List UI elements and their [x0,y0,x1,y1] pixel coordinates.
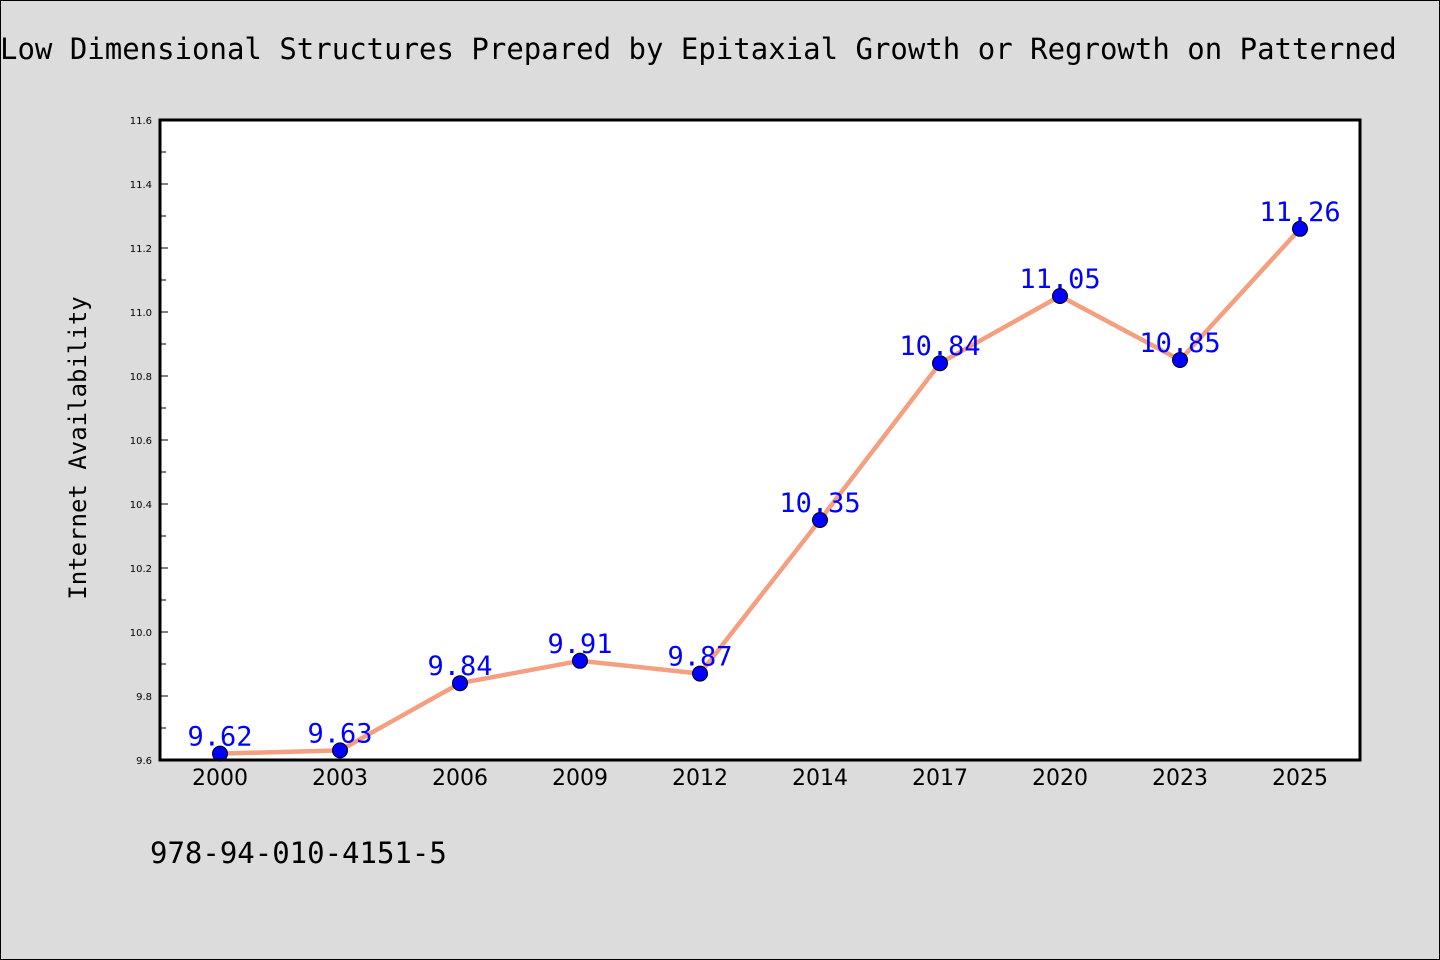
y-tick-label: 10.8 [130,372,152,383]
data-label: 9.87 [667,642,732,673]
data-point [572,652,588,669]
y-tick-label: 11.4 [130,180,152,191]
data-labels: 9.62 9.63 9.84 9.91 9.87 10.35 10.84 11.05 10.85… [187,197,1340,753]
x-tick-label: 2017 [912,766,968,791]
data-label: 9.63 [307,718,372,749]
y-tick-label: 10.0 [130,628,152,639]
y-axis-label: Internet Availability [64,296,92,599]
data-point [932,355,948,372]
data-label: 9.84 [427,651,492,682]
data-label: 10.84 [899,331,980,362]
isbn-text: 978-94-010-4151-5 [150,836,447,870]
y-tick-label: 9.8 [136,692,152,703]
data-point [332,742,348,759]
data-point [452,675,468,692]
data-point [812,512,828,528]
data-points [212,220,1308,762]
y-tick-label: 10.6 [130,436,152,447]
plot-area [160,120,1360,760]
x-tick-label: 2020 [1032,766,1088,791]
y-tick-label: 11.6 [130,116,152,127]
data-point [1172,352,1188,368]
data-label: 9.91 [547,629,612,660]
y-tick-label: 10.2 [130,564,152,575]
x-tick-label: 2012 [672,766,728,791]
x-tick-label: 2000 [192,766,248,791]
data-label: 9.62 [187,722,252,753]
x-tick-label: 2023 [1152,766,1208,791]
series-line [219,227,1302,756]
plot-border [158,118,1362,762]
x-tick-label: 2009 [552,766,608,791]
data-point [1052,288,1068,304]
data-label: 10.35 [779,488,860,519]
y-tick-label: 11.0 [130,308,152,319]
x-tick-label: 2006 [432,766,488,791]
y-tick-label: 10.4 [130,500,152,511]
x-axis: 2000 2003 2006 2009 2012 2014 2017 2020 2023 2025 [192,766,1328,791]
x-tick-label: 2003 [312,766,368,791]
x-tick-label: 2025 [1272,766,1328,791]
x-tick-label: 2014 [792,766,848,791]
data-label: 11.26 [1259,197,1340,228]
chart-title: Low Dimensional Structures Prepared by E… [0,32,1397,66]
data-label: 10.85 [1139,328,1220,359]
y-tick-label: 9.6 [136,756,152,767]
data-point [1292,220,1308,237]
y-tick-label: 11.2 [130,244,152,255]
data-point [692,665,708,682]
data-label: 11.05 [1019,264,1100,295]
